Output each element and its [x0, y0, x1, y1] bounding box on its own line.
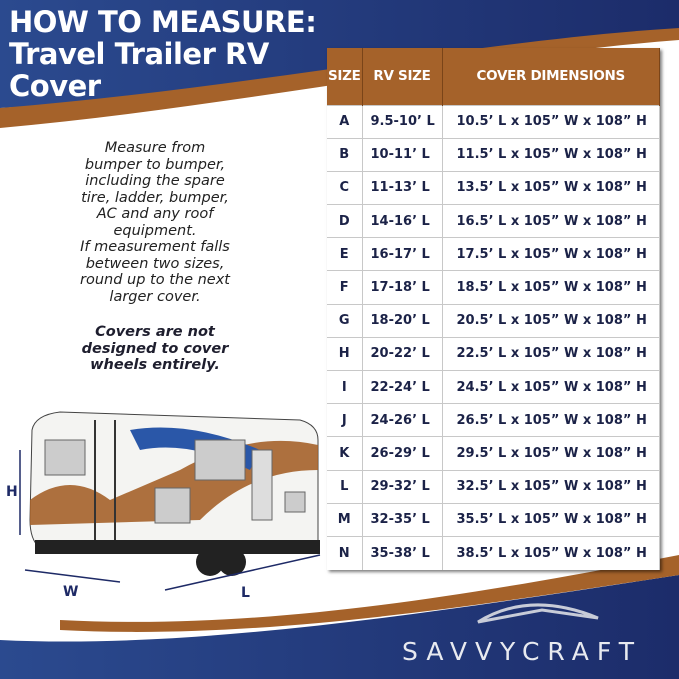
header-rv-size: RV SIZE [362, 48, 443, 105]
instruction-line: equipment. [113, 222, 197, 239]
rv-size-cell: 10-11’ L [362, 137, 443, 172]
size-cell: L [327, 469, 363, 504]
rv-size-cell: 16-17’ L [362, 237, 443, 271]
title-line: Cover [9, 69, 101, 103]
rv-size-cell: 9.5-10’ L [362, 104, 443, 139]
cover-dimensions-cell: 32.5’ L x 105” W x 108” H [442, 469, 660, 504]
note-line: wheels entirely. [90, 357, 220, 373]
table-row: A 9.5-10’ L 10.5’ L x 105” W x 108” H [327, 104, 660, 139]
instruction-line: larger cover. [109, 288, 201, 305]
rv-size-cell: 32-35’ L [362, 502, 443, 537]
instruction-line: between two sizes, [85, 255, 225, 272]
header-cover-dimensions: COVER DIMENSIONS [442, 48, 660, 105]
width-label: W [63, 584, 79, 600]
table-row: K 26-29’ L 29.5’ L x 105” W x 108” H [327, 436, 660, 471]
height-label: H [6, 484, 18, 500]
cover-dimensions-cell: 22.5’ L x 105” W x 108” H [442, 336, 660, 371]
instruction-line: round up to the next [80, 272, 230, 288]
rv-size-cell: 29-32’ L [362, 469, 443, 504]
size-cell: A [327, 104, 363, 139]
title-line: HOW TO MEASURE: [9, 5, 317, 39]
cover-dimensions-cell: 18.5’ L x 105” W x 108” H [442, 270, 660, 305]
size-cell: E [327, 237, 363, 271]
table-row: C 11-13’ L 13.5’ L x 105” W x 108” H [327, 170, 660, 205]
savvycraft-logo-mark [477, 603, 599, 624]
measure-instructions: Measure from bumper to bumper, including… [60, 140, 250, 305]
cover-dimensions-cell: 35.5’ L x 105” W x 108” H [442, 502, 660, 537]
rv-size-cell: 18-20’ L [362, 303, 443, 338]
table-row: D 14-16’ L 16.5’ L x 105” W x 108” H [327, 204, 660, 238]
cover-dimensions-cell: 10.5’ L x 105” W x 108” H [442, 104, 660, 139]
size-cell: D [327, 204, 363, 238]
rv-size-cell: 35-38’ L [362, 535, 443, 570]
title-line: Travel Trailer RV [9, 37, 269, 71]
cover-dimensions-cell: 17.5’ L x 105” W x 108” H [442, 237, 660, 271]
cover-dimensions-cell: 24.5’ L x 105” W x 108” H [442, 369, 660, 404]
table-row: B 10-11’ L 11.5’ L x 105” W x 108” H [327, 137, 660, 172]
table-row: I 22-24’ L 24.5’ L x 105” W x 108” H [327, 369, 660, 404]
rv-size-cell: 14-16’ L [362, 204, 443, 238]
table-row: L 29-32’ L 32.5’ L x 105” W x 108” H [327, 469, 660, 504]
table-row: G 18-20’ L 20.5’ L x 105” W x 108” H [327, 303, 660, 338]
size-cell: N [327, 535, 363, 570]
cover-dimensions-cell: 29.5’ L x 105” W x 108” H [442, 436, 660, 471]
size-cell: H [327, 336, 363, 371]
size-cell: J [327, 403, 363, 437]
size-cell: G [327, 303, 363, 338]
cover-dimensions-cell: 26.5’ L x 105” W x 108” H [442, 403, 660, 437]
rv-size-cell: 24-26’ L [362, 403, 443, 437]
header-size: SIZE [327, 48, 363, 105]
size-cell: C [327, 170, 363, 205]
instruction-line: including the spare [85, 173, 225, 189]
rv-size-cell: 22-24’ L [362, 369, 443, 404]
instruction-line: AC and any roof [96, 206, 214, 222]
cover-dimensions-cell: 20.5’ L x 105” W x 108” H [442, 303, 660, 338]
size-cell: M [327, 502, 363, 537]
size-cell: I [327, 369, 363, 404]
page-title: HOW TO MEASURE: Travel Trailer RV Cover [9, 5, 317, 103]
note-line: Covers are not [95, 324, 215, 340]
instruction-line: If measurement falls [80, 239, 230, 255]
rv-size-cell: 20-22’ L [362, 336, 443, 371]
table-row: E 16-17’ L 17.5’ L x 105” W x 108” H [327, 237, 660, 271]
table-row: J 24-26’ L 26.5’ L x 105” W x 108” H [327, 403, 660, 437]
size-cell: B [327, 137, 363, 172]
brand-name: SAVVYCRAFT [402, 637, 643, 666]
rv-size-cell: 17-18’ L [362, 270, 443, 305]
size-chart-table: SIZE RV SIZE COVER DIMENSIONS A 9.5-10’ L… [327, 48, 660, 570]
table-row: F 17-18’ L 18.5’ L x 105” W x 108” H [327, 270, 660, 305]
wheels-note: Covers are not designed to cover wheels … [60, 324, 250, 374]
rv-size-cell: 26-29’ L [362, 436, 443, 471]
note-line: designed to cover [81, 340, 229, 357]
table-row: H 20-22’ L 22.5’ L x 105” W x 108” H [327, 336, 660, 371]
table-row: M 32-35’ L 35.5’ L x 105” W x 108” H [327, 502, 660, 537]
instruction-line: tire, ladder, bumper, [81, 189, 229, 206]
rv-illustration [19, 411, 321, 591]
length-label: L [241, 585, 250, 601]
cover-dimensions-cell: 38.5’ L x 105” W x 108” H [442, 535, 660, 570]
table-row: N 35-38’ L 38.5’ L x 105” W x 108” H [327, 535, 660, 570]
instruction-line: Measure from [104, 140, 206, 156]
size-cell: F [327, 270, 363, 305]
instruction-line: bumper to bumper, [84, 156, 226, 173]
cover-dimensions-cell: 11.5’ L x 105” W x 108” H [442, 137, 660, 172]
cover-dimensions-cell: 16.5’ L x 105” W x 108” H [442, 204, 660, 238]
cover-dimensions-cell: 13.5’ L x 105” W x 108” H [442, 170, 660, 205]
size-cell: K [327, 436, 363, 471]
rv-size-cell: 11-13’ L [362, 170, 443, 205]
